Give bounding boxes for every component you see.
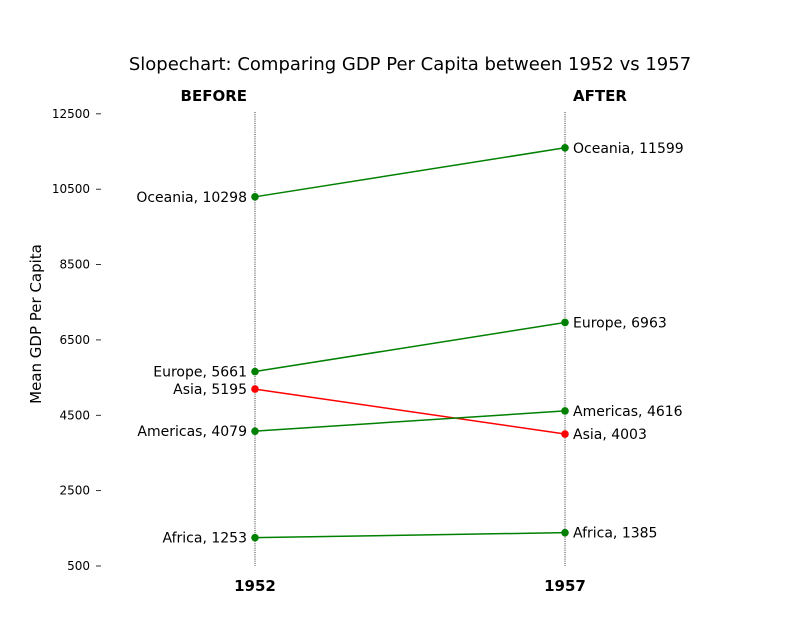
label-before-asia: Asia, 5195	[173, 382, 247, 398]
point-before-oceania	[251, 193, 259, 201]
after-header: AFTER	[573, 87, 627, 105]
label-before-americas: Americas, 4079	[137, 424, 247, 440]
y-tick-label: 12500	[52, 107, 90, 121]
label-after-africa: Africa, 1385	[573, 526, 657, 542]
slope-line-oceania	[254, 147, 566, 198]
label-before-europe: Europe, 5661	[153, 365, 247, 381]
label-before-oceania: Oceania, 10298	[136, 190, 247, 206]
point-after-asia	[561, 430, 569, 438]
label-after-europe: Europe, 6963	[573, 315, 667, 331]
label-after-americas: Americas, 4616	[573, 404, 683, 420]
point-after-africa	[561, 528, 569, 537]
label-after-asia: Asia, 4003	[573, 427, 647, 443]
y-tick-label: 10500	[52, 182, 90, 196]
slope-line-africa	[254, 531, 566, 539]
y-tick-label: 8500	[59, 258, 90, 272]
slope-line-europe	[254, 321, 566, 373]
label-before-africa: Africa, 1253	[163, 531, 247, 547]
point-after-europe	[561, 318, 569, 327]
point-after-oceania	[561, 143, 569, 152]
y-axis: 500 2500 4500 6500 8500 10500 12500	[52, 107, 101, 573]
point-before-americas	[251, 427, 259, 435]
y-tick-label: 4500	[59, 408, 90, 422]
chart-title: Slopechart: Comparing GDP Per Capita bet…	[129, 54, 691, 75]
y-tick-label: 6500	[59, 333, 90, 347]
x-tick-label-1952: 1952	[234, 577, 276, 595]
slope-line-americas	[254, 410, 566, 432]
y-axis-label: Mean GDP Per Capita	[27, 244, 45, 404]
point-before-europe	[251, 367, 259, 376]
point-before-asia	[251, 385, 259, 393]
series-layer: Oceania, 10298 Oceania, 11599 Europe, 5661…	[136, 141, 683, 547]
y-tick-label: 500	[67, 559, 90, 573]
before-header: BEFORE	[181, 87, 247, 105]
label-after-oceania: Oceania, 11599	[573, 141, 684, 157]
point-after-americas	[561, 407, 569, 415]
slope-line-asia	[254, 388, 566, 435]
y-tick-label: 2500	[59, 484, 90, 498]
x-tick-label-1957: 1957	[544, 577, 586, 595]
point-before-africa	[251, 533, 259, 542]
